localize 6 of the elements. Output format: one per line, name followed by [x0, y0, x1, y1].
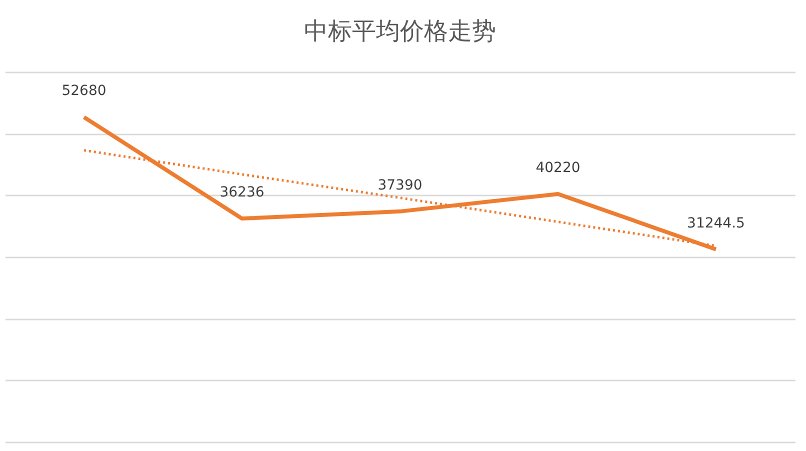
data-label: 40220 — [536, 160, 580, 176]
data-label: 31244.5 — [687, 215, 745, 232]
data-label: 37390 — [378, 177, 422, 194]
data-label: 36236 — [220, 184, 264, 201]
chart-title: 中标平均价格走势 — [304, 17, 496, 45]
data-label: 52680 — [62, 83, 106, 100]
